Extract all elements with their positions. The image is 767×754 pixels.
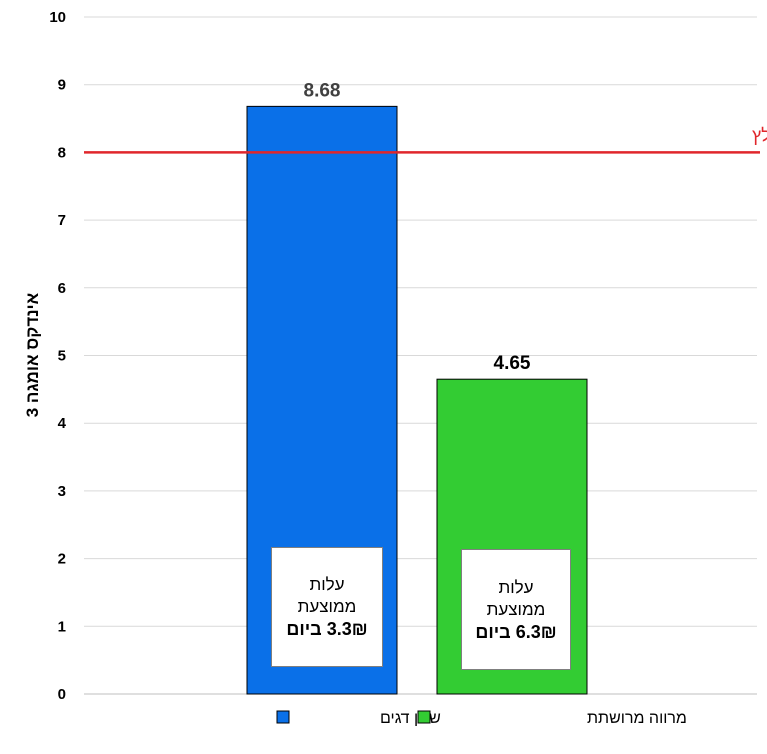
cost-box: עלות ממוצעת 3.3₪ ביום (271, 547, 383, 667)
cost-box-line2: ממוצעת (297, 597, 357, 616)
reference-line-group: סף מינימלי מומלץ (84, 125, 767, 154)
cost-box-line1: עלות (309, 575, 345, 594)
legend-swatch (276, 710, 290, 724)
y-axis-ticks: 0 1 2 3 4 5 6 7 8 9 10 (49, 9, 66, 703)
legend: שמן דגים מרווה מרושתת (276, 710, 687, 727)
data-label: 4.65 (494, 353, 531, 374)
y-tick-label: 4 (58, 415, 67, 432)
cost-box-line2: ממוצעת (486, 599, 546, 619)
y-tick-label: 7 (58, 212, 66, 229)
legend-label: שמן דגים (380, 710, 441, 727)
y-tick-label: 8 (58, 144, 66, 161)
data-label: 8.68 (304, 80, 341, 101)
y-tick-label: 9 (58, 77, 66, 94)
y-tick-label: 6 (58, 280, 66, 297)
y-tick-label: 5 (58, 348, 66, 365)
cost-box: עלות ממוצעת 6.3₪ ביום (461, 549, 571, 670)
cost-box-line3: 3.3₪ ביום (286, 619, 368, 639)
y-tick-label: 3 (58, 483, 66, 500)
y-axis-label: אינדקס אומגה 3 (23, 292, 42, 417)
y-tick-label: 1 (58, 618, 66, 635)
gridlines (84, 16, 757, 695)
y-tick-label: 10 (49, 9, 66, 26)
reference-line-label: סף מינימלי מומלץ (752, 125, 767, 145)
cost-box-line1: עלות (498, 577, 534, 597)
cost-box-line3: 6.3₪ ביום (475, 621, 557, 642)
y-tick-label: 0 (58, 686, 66, 703)
legend-label: מרווה מרושתת (587, 710, 687, 727)
legend-swatch (417, 710, 431, 724)
y-tick-label: 2 (58, 551, 66, 568)
